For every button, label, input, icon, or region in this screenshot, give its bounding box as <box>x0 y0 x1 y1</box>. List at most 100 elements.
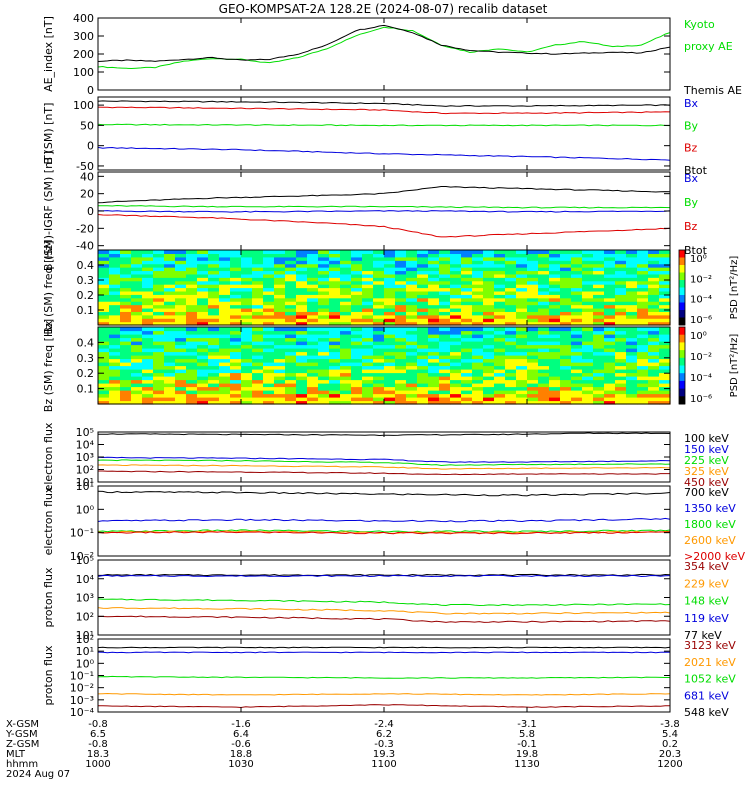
heatmap-cell <box>153 362 165 367</box>
heatmap-cell <box>494 383 506 388</box>
heatmap-cell <box>208 277 220 282</box>
colorbar-segment <box>679 272 685 281</box>
heatmap-cell <box>131 253 143 258</box>
heatmap-cell <box>417 280 429 285</box>
heatmap-cell <box>175 294 187 299</box>
heatmap-cell <box>197 250 209 255</box>
heatmap-cell <box>186 372 198 377</box>
heatmap-cell <box>560 263 572 268</box>
heatmap-cell <box>153 379 165 384</box>
heatmap-cell <box>450 344 462 349</box>
heatmap-cell <box>450 379 462 384</box>
heatmap-cell <box>538 386 550 391</box>
heatmap-cell <box>274 277 286 282</box>
heatmap-cell <box>252 351 264 356</box>
heatmap-cell <box>241 393 253 398</box>
y-axis-label: electron flux <box>42 486 55 555</box>
heatmap-cell <box>340 284 352 289</box>
heatmap-cell <box>230 277 242 282</box>
heatmap-cell <box>417 294 429 299</box>
heatmap-cell <box>582 297 594 302</box>
heatmap-cell <box>549 263 561 268</box>
heatmap-cell <box>560 358 572 363</box>
heatmap-cell <box>285 321 297 326</box>
heatmap-cell <box>241 379 253 384</box>
heatmap-cell <box>197 327 209 332</box>
heatmap-cell <box>384 327 396 332</box>
heatmap-cell <box>109 270 121 275</box>
heatmap-cell <box>164 263 176 268</box>
heatmap-cell <box>175 376 187 381</box>
heatmap-cell <box>527 280 539 285</box>
heatmap-cell <box>175 284 187 289</box>
heatmap-cell <box>362 379 374 384</box>
heatmap-cell <box>142 383 154 388</box>
heatmap-cell <box>274 280 286 285</box>
heatmap-cell <box>472 348 484 353</box>
heatmap-cell <box>527 369 539 374</box>
heatmap-cell <box>659 383 671 388</box>
heatmap-cell <box>109 314 121 319</box>
heatmap-cell <box>120 318 132 323</box>
heatmap-cell <box>186 327 198 332</box>
heatmap-cell <box>428 287 440 292</box>
heatmap-cell <box>219 290 231 295</box>
heatmap-cell <box>351 383 363 388</box>
heatmap-cell <box>505 376 517 381</box>
heatmap-cell <box>604 397 616 402</box>
heatmap-cell <box>285 358 297 363</box>
heatmap-cell <box>648 362 660 367</box>
heatmap-cell <box>274 318 286 323</box>
heatmap-cell <box>483 390 495 395</box>
heatmap-cell <box>461 351 473 356</box>
x-axis-value: -0.8 <box>88 719 108 730</box>
y-tick-label: 10⁻² <box>70 550 94 563</box>
heatmap-cell <box>120 397 132 402</box>
heatmap-cell <box>626 250 638 255</box>
heatmap-cell <box>494 280 506 285</box>
heatmap-cell <box>626 376 638 381</box>
heatmap-cell <box>395 314 407 319</box>
heatmap-cell <box>175 355 187 360</box>
y-axis-label: AE_index [nT] <box>42 16 55 92</box>
heatmap-cell <box>351 273 363 278</box>
heatmap-cell <box>560 318 572 323</box>
heatmap-cell <box>340 280 352 285</box>
heatmap-cell <box>142 379 154 384</box>
heatmap-cell <box>263 256 275 261</box>
heatmap-cell <box>131 365 143 370</box>
heatmap-cell <box>439 321 451 326</box>
heatmap-cell <box>164 376 176 381</box>
heatmap-cell <box>395 318 407 323</box>
heatmap-cell <box>153 341 165 346</box>
heatmap-cell <box>637 250 649 255</box>
heatmap-cell <box>153 386 165 391</box>
heatmap-cell <box>472 372 484 377</box>
heatmap-cell <box>208 365 220 370</box>
heatmap-cell <box>483 365 495 370</box>
heatmap-cell <box>164 307 176 312</box>
heatmap-cell <box>648 263 660 268</box>
heatmap-cell <box>219 355 231 360</box>
heatmap-cell <box>318 280 330 285</box>
heatmap-cell <box>560 365 572 370</box>
heatmap-cell <box>285 318 297 323</box>
heatmap-cell <box>527 314 539 319</box>
heatmap-cell <box>131 256 143 261</box>
heatmap-cell <box>175 383 187 388</box>
heatmap-cell <box>494 290 506 295</box>
heatmap-cell <box>395 365 407 370</box>
heatmap-cell <box>142 355 154 360</box>
heatmap-cell <box>593 330 605 335</box>
heatmap-cell <box>263 351 275 356</box>
heatmap-cell <box>428 372 440 377</box>
heatmap-cell <box>197 341 209 346</box>
heatmap-cell <box>516 355 528 360</box>
heatmap-cell <box>98 330 110 335</box>
heatmap-cell <box>571 386 583 391</box>
x-axis-value: 18.8 <box>230 749 252 760</box>
heatmap-cell <box>120 358 132 363</box>
heatmap-cell <box>274 372 286 377</box>
series-line-3123-kev <box>98 704 670 709</box>
heatmap-cell <box>549 362 561 367</box>
